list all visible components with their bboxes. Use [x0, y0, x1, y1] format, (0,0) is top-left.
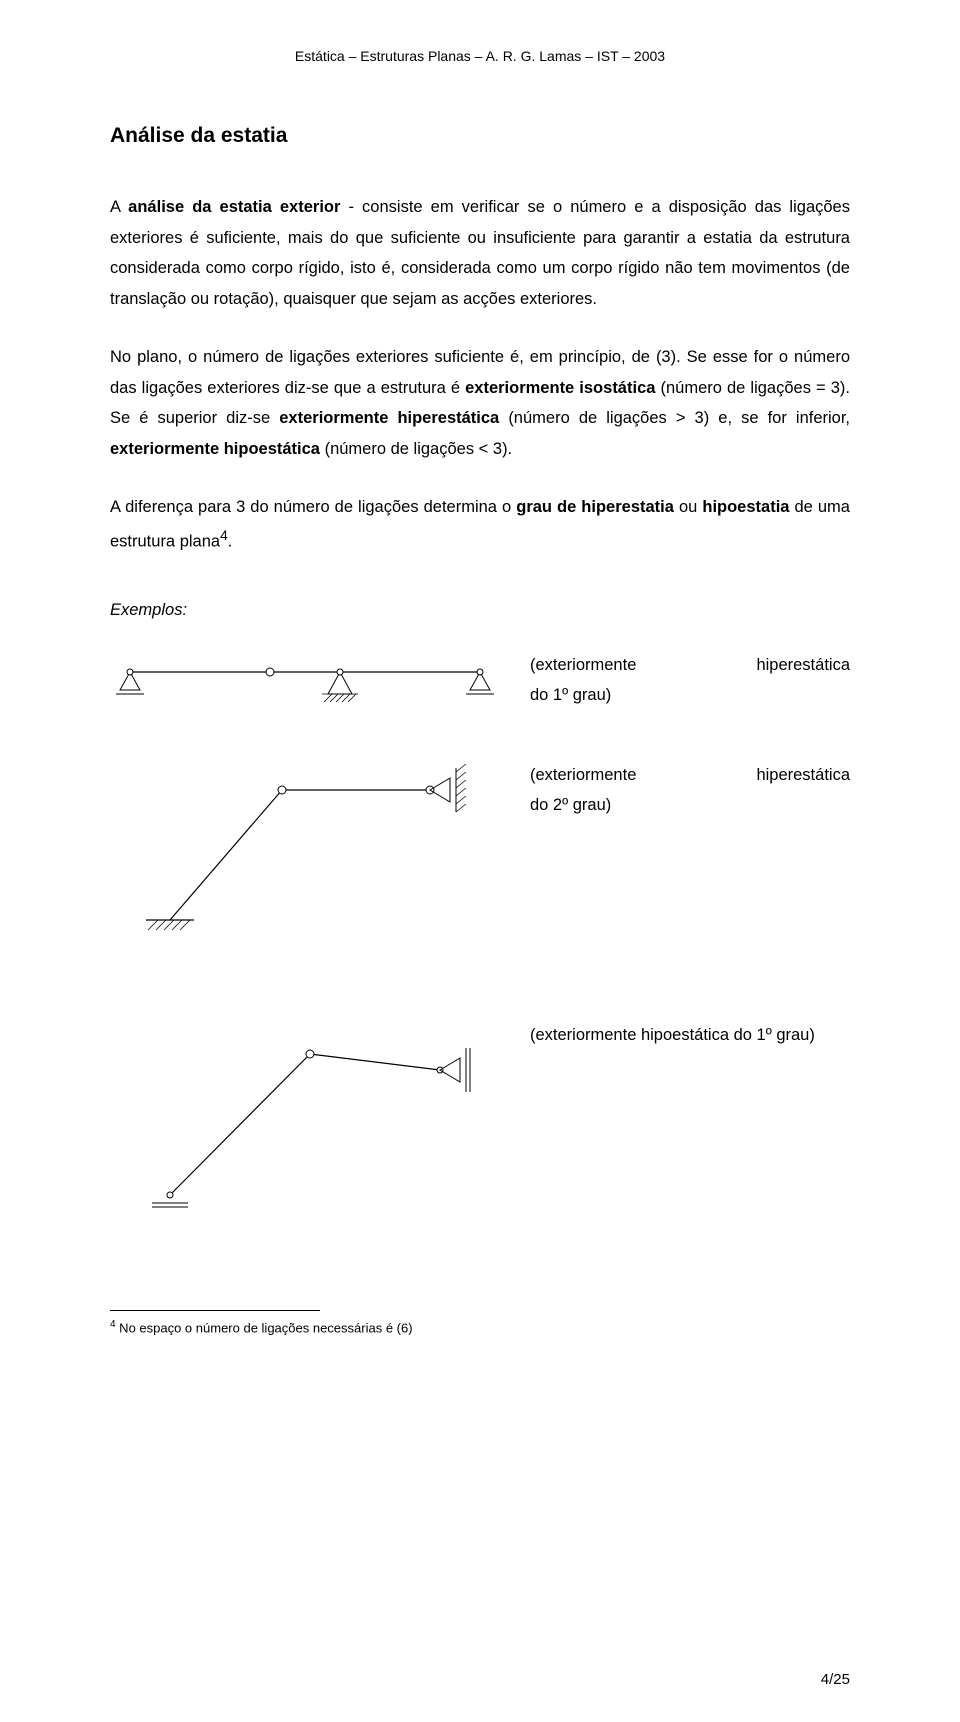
text: A diferença para 3 do número de ligações…	[110, 498, 516, 516]
bold-text: exteriormente hiperestática	[279, 409, 499, 427]
paragraph-1: A análise da estatia exterior - consiste…	[110, 192, 850, 314]
bold-text: grau de hiperestatia	[516, 498, 674, 516]
page: Estática – Estruturas Planas – A. R. G. …	[0, 0, 960, 1722]
text: ou	[674, 498, 702, 516]
text: hiperestática	[756, 650, 850, 681]
text: .	[228, 532, 233, 550]
example-2-caption: (exteriormente hiperestática do 2º grau)	[500, 760, 850, 821]
running-header: Estática – Estruturas Planas – A. R. G. …	[110, 48, 850, 64]
bold-text: análise da estatia exterior	[128, 198, 340, 216]
text: (exteriormente hipoestática do 1º grau)	[530, 1020, 850, 1051]
text: hiperestática	[756, 760, 850, 791]
superscript: 4	[220, 528, 228, 543]
text: (exteriormente	[530, 760, 636, 791]
paragraph-2: No plano, o número de ligações exteriore…	[110, 342, 850, 464]
text: (número de ligações < 3).	[320, 440, 512, 458]
footnote-rule	[110, 1310, 320, 1311]
footnote-text: No espaço o número de ligações necessári…	[116, 1320, 413, 1335]
example-3-figure	[110, 1020, 500, 1220]
bold-text: exteriormente isostática	[465, 379, 655, 397]
example-2-figure	[110, 760, 500, 950]
paragraph-3: A diferença para 3 do número de ligações…	[110, 492, 850, 557]
text: (número de ligações > 3) e, se for infer…	[499, 409, 850, 427]
bold-text: hipoestatia	[702, 498, 789, 516]
text: do 2º grau)	[530, 790, 850, 821]
page-number: 4/25	[821, 1671, 850, 1688]
examples-label: Exemplos:	[110, 601, 850, 620]
example-1: (exteriormente hiperestática do 1º grau)	[110, 650, 850, 720]
section-title: Análise da estatia	[110, 124, 850, 148]
text: (exteriormente	[530, 650, 636, 681]
example-2: (exteriormente hiperestática do 2º grau)	[110, 760, 850, 950]
example-1-figure	[110, 650, 500, 720]
text: do 1º grau)	[530, 680, 850, 711]
footnote: 4 No espaço o número de ligações necessá…	[110, 1317, 850, 1338]
text: A	[110, 198, 128, 216]
example-3-caption: (exteriormente hipoestática do 1º grau)	[500, 1020, 850, 1051]
bold-text: exteriormente hipoestática	[110, 440, 320, 458]
example-3: (exteriormente hipoestática do 1º grau)	[110, 1020, 850, 1220]
example-1-caption: (exteriormente hiperestática do 1º grau)	[500, 650, 850, 711]
